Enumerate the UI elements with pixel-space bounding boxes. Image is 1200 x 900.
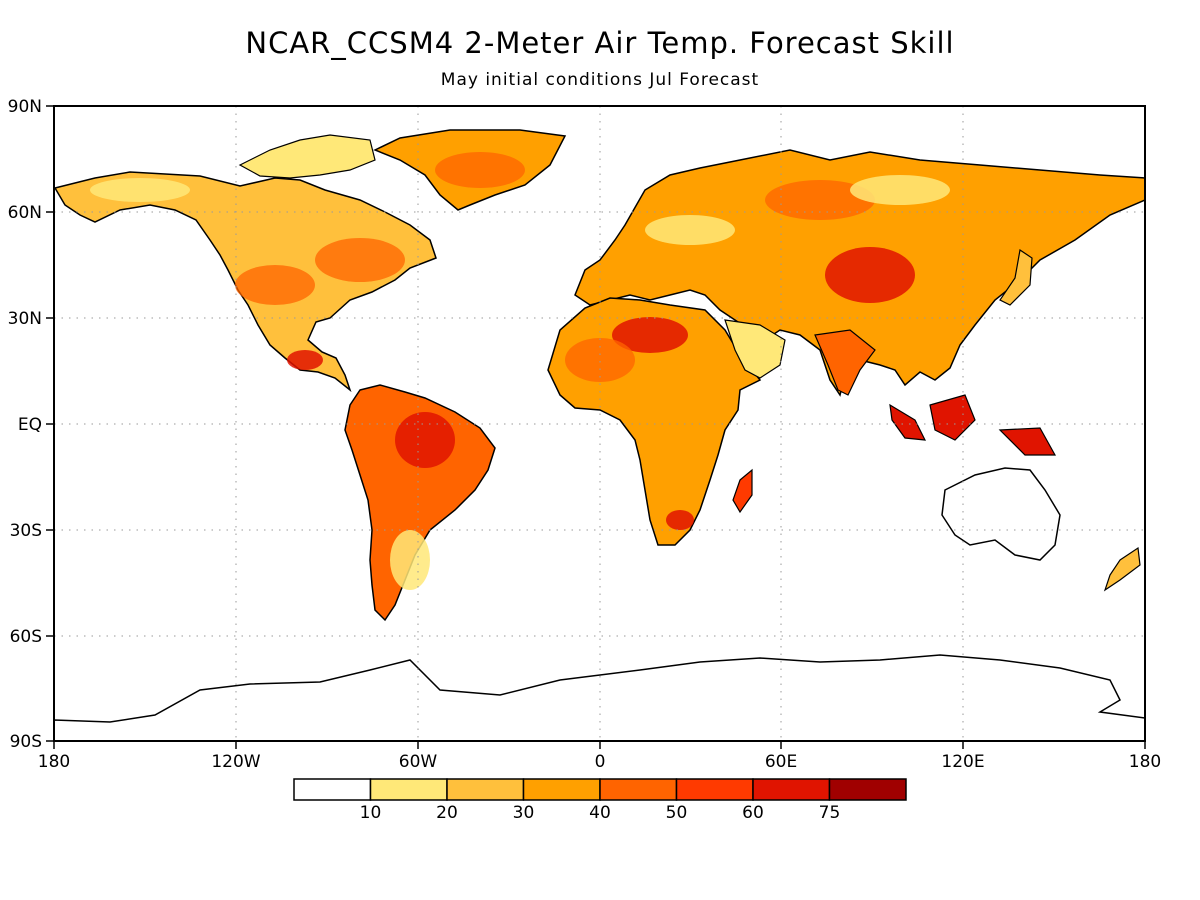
colorbar-label-60: 60 xyxy=(742,803,764,823)
indonesia xyxy=(889,394,1057,456)
colorbar-label-30: 30 xyxy=(513,803,535,823)
colorbar-box-7 xyxy=(752,778,831,801)
lon-label-180e: 180 xyxy=(1129,752,1161,772)
low-skill-areas xyxy=(90,175,950,590)
colorbar-box-1 xyxy=(293,778,372,801)
india xyxy=(814,329,876,396)
new-zealand xyxy=(1103,546,1141,592)
land-layer xyxy=(54,129,1145,741)
colorbar-box-4 xyxy=(522,778,601,801)
colorbar-box-6 xyxy=(675,778,754,801)
longitude-labels: 180 120W 60W 0 60E 120E 180 xyxy=(38,752,1161,772)
lon-label-180w: 180 xyxy=(38,752,70,772)
lat-label-30s: 30S xyxy=(10,521,42,541)
arctic-islands xyxy=(238,134,376,179)
lat-label-90n: 90N xyxy=(8,97,42,117)
map-subtitle: May initial conditions Jul Forecast xyxy=(440,70,760,90)
colorbar-label-10: 10 xyxy=(360,803,382,823)
colorbar-label-40: 40 xyxy=(589,803,611,823)
colorbar-box-8 xyxy=(828,778,907,801)
japan xyxy=(999,248,1033,306)
map-title: NCAR_CCSM4 2-Meter Air Temp. Forecast Sk… xyxy=(245,26,955,60)
colorbar-box-5 xyxy=(599,778,678,801)
lat-label-eq: EQ xyxy=(18,415,42,435)
colorbar: 10 20 30 40 50 60 75 xyxy=(293,778,907,823)
lon-label-0: 0 xyxy=(595,752,606,772)
colorbar-label-50: 50 xyxy=(666,803,688,823)
australia xyxy=(941,467,1061,561)
lat-label-60s: 60S xyxy=(10,627,42,647)
latitude-labels: 90N 60N 30N EQ 30S 60S 90S xyxy=(8,97,42,752)
lon-label-60e: 60E xyxy=(765,752,797,772)
lon-label-60w: 60W xyxy=(399,752,438,772)
lon-label-120w: 120W xyxy=(211,752,260,772)
madagascar xyxy=(732,468,753,514)
moderate-skill-areas xyxy=(235,152,875,382)
lat-label-90s: 90S xyxy=(10,732,42,752)
lon-label-120e: 120E xyxy=(941,752,984,772)
antarctica xyxy=(54,654,1145,741)
high-skill-areas xyxy=(287,247,915,530)
arabian-peninsula xyxy=(724,319,786,379)
colorbar-box-3 xyxy=(446,778,525,801)
graticule xyxy=(54,106,1145,741)
colorbar-box-2 xyxy=(369,778,448,801)
lat-label-60n: 60N xyxy=(8,203,42,223)
colorbar-label-20: 20 xyxy=(436,803,458,823)
axis-tick-marks xyxy=(46,105,1146,749)
lat-label-30n: 30N xyxy=(8,309,42,329)
colorbar-label-75: 75 xyxy=(819,803,841,823)
